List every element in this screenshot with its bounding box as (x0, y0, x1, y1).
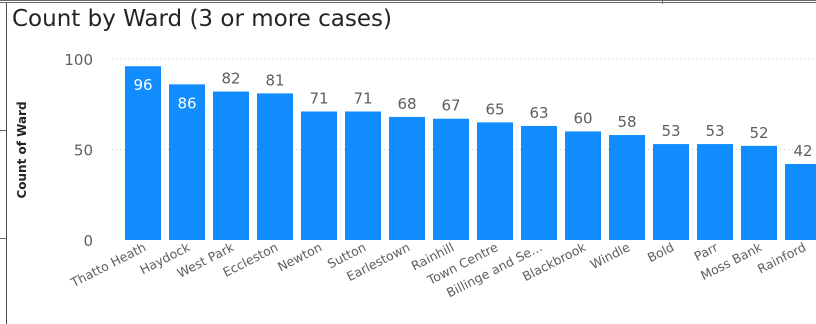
bar (697, 144, 733, 240)
data-labels: 96 86 82 81 71 71 68 67 65 63 60 58 53 53 52 42 (133, 70, 812, 160)
bar (521, 125, 557, 240)
bar-value-label: 81 (265, 71, 284, 89)
bar-value-label: 53 (705, 122, 724, 140)
bar (125, 66, 161, 241)
bar-value-label: 68 (397, 95, 416, 113)
bar (257, 93, 293, 240)
bar-value-label: 53 (661, 122, 680, 140)
panel-left-border (6, 3, 7, 324)
bar-value-label: 52 (749, 124, 768, 142)
bar (653, 144, 689, 240)
bar-value-label: 63 (529, 104, 548, 122)
panel-top-border (0, 0, 816, 3)
bar-value-label: 58 (617, 113, 636, 131)
bar (785, 163, 816, 240)
x-tick-label: Windle (588, 239, 633, 272)
bar (433, 118, 469, 240)
bar (609, 135, 645, 240)
bar-value-label: 60 (573, 109, 592, 127)
y-tick-label: 0 (83, 232, 93, 250)
panel-edge-tick (0, 130, 6, 131)
bar (477, 122, 513, 240)
panel-edge-tick (0, 238, 6, 239)
bar (301, 111, 337, 241)
x-tick-label: Newton (275, 239, 324, 274)
bar-value-label: 67 (441, 97, 460, 115)
bar-value-label: 96 (133, 76, 152, 94)
bar-value-label: 86 (177, 94, 196, 112)
bar (345, 111, 381, 241)
bar-value-label: 71 (353, 89, 372, 107)
bar (213, 91, 249, 240)
bar (565, 131, 601, 240)
y-tick-label: 100 (64, 51, 93, 69)
x-tick-label: Thatto Heath (67, 239, 148, 290)
bar-value-label: 71 (309, 89, 328, 107)
y-tick-label: 50 (74, 142, 93, 160)
y-axis-label: Count of Ward (15, 101, 29, 198)
bar (741, 145, 777, 240)
bar (389, 116, 425, 240)
x-tick-label: Bold (645, 239, 676, 265)
x-tick-label: Rainford (755, 239, 808, 276)
bar-value-label: 82 (221, 70, 240, 88)
bar-value-label: 42 (793, 142, 812, 160)
y-axis-ticks: 0 50 100 (64, 51, 93, 250)
panel-top-divider (662, 0, 663, 4)
bar-value-label: 65 (485, 100, 504, 118)
bars (125, 66, 816, 241)
bar (169, 84, 205, 240)
chart-title: Count by Ward (3 or more cases) (12, 6, 392, 32)
